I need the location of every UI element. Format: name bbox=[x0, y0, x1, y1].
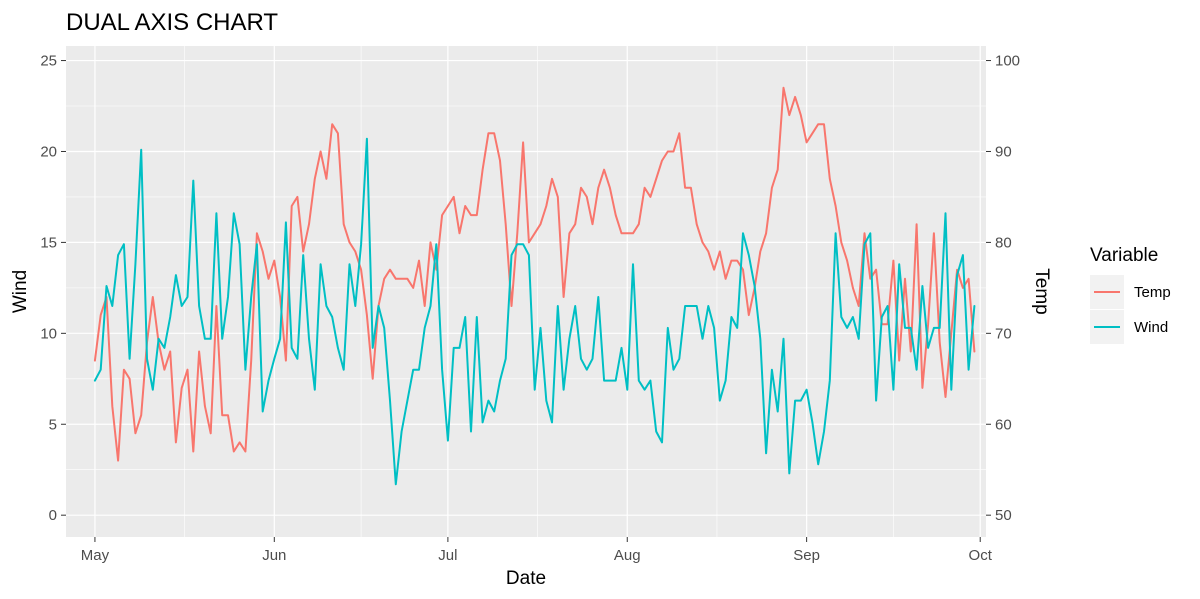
x-axis-tick-label: Oct bbox=[969, 547, 993, 564]
x-axis-tick-label: Jul bbox=[438, 547, 457, 564]
left-y-axis: 0 5 10 15 20 25 bbox=[40, 53, 66, 524]
legend-label-wind: Wind bbox=[1134, 319, 1168, 336]
legend-label-temp: Temp bbox=[1134, 284, 1171, 301]
right-axis-tick-label: 50 bbox=[995, 507, 1012, 524]
right-axis-tick-label: 100 bbox=[995, 53, 1020, 70]
right-axis-tick-label: 60 bbox=[995, 416, 1012, 433]
series-line-temp bbox=[93, 86, 976, 462]
left-y-axis-title: Wind bbox=[10, 270, 31, 313]
left-axis-tick-label: 20 bbox=[40, 143, 57, 160]
series-layer bbox=[93, 86, 976, 486]
left-axis-tick-label: 0 bbox=[49, 507, 57, 524]
right-y-axis-title: Temp bbox=[1031, 268, 1052, 314]
x-axis: May Jun Jul Aug Sep Oct bbox=[81, 537, 993, 564]
x-axis-tick-label: Jun bbox=[262, 547, 286, 564]
left-axis-tick-label: 25 bbox=[40, 53, 57, 70]
chart-title: DUAL AXIS CHART bbox=[66, 9, 278, 36]
plot-panel bbox=[66, 46, 986, 537]
x-axis-tick-label: Aug bbox=[614, 547, 641, 564]
right-axis-tick-label: 80 bbox=[995, 234, 1012, 251]
x-axis-tick-label: May bbox=[81, 547, 110, 564]
legend-title: Variable bbox=[1090, 245, 1158, 266]
series-line-wind bbox=[93, 137, 976, 486]
legend: Variable Temp Wind bbox=[1090, 245, 1171, 344]
left-axis-tick-label: 10 bbox=[40, 325, 57, 342]
left-axis-tick-label: 5 bbox=[49, 416, 57, 433]
right-axis-tick-label: 70 bbox=[995, 325, 1012, 342]
right-axis-tick-label: 90 bbox=[995, 143, 1012, 160]
x-axis-tick-label: Sep bbox=[793, 547, 820, 564]
right-y-axis: 50 60 70 80 90 100 bbox=[986, 53, 1020, 524]
major-gridlines bbox=[66, 46, 986, 537]
left-axis-tick-label: 15 bbox=[40, 234, 57, 251]
x-axis-title: Date bbox=[506, 568, 546, 589]
